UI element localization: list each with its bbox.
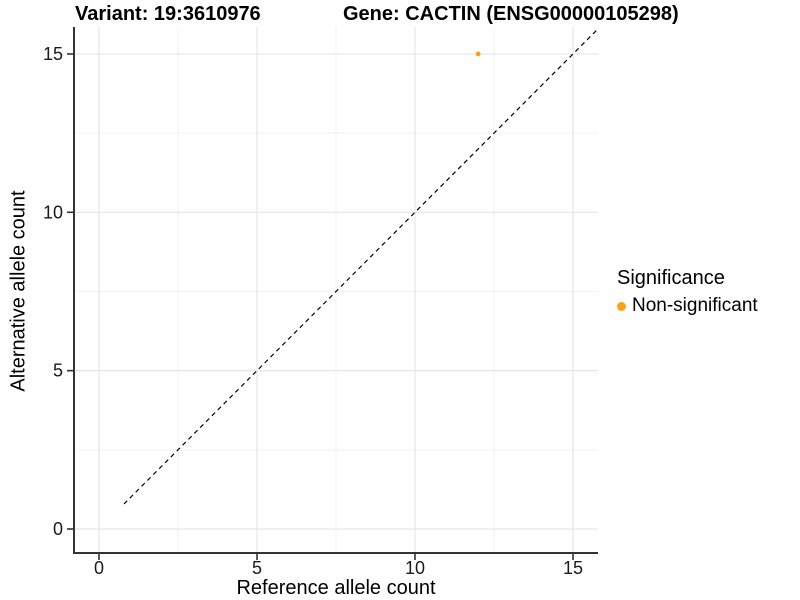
plot-title-gene: Gene: CACTIN (ENSG00000105298) <box>343 3 679 25</box>
legend: Significance Non-significant <box>617 267 758 317</box>
legend-entry: Non-significant <box>617 295 758 317</box>
x-tick-label: 15 <box>563 558 583 578</box>
x-axis-title: Reference allele count <box>236 577 436 599</box>
y-axis-title: Alternative allele count <box>7 190 30 392</box>
y-tick-label: 10 <box>43 202 63 222</box>
y-tick-label: 15 <box>43 44 63 64</box>
legend-point-icon <box>617 301 626 311</box>
x-tick-label: 5 <box>252 558 262 578</box>
x-tick-label: 10 <box>405 558 425 578</box>
y-tick-label: 5 <box>53 361 63 381</box>
data-point <box>475 51 481 57</box>
plot-title-variant: Variant: 19:3610976 <box>75 3 261 25</box>
y-tick-label: 0 <box>53 519 63 539</box>
x-tick-label: 0 <box>94 558 104 578</box>
legend-entry-label: Non-significant <box>632 295 758 316</box>
legend-title: Significance <box>617 267 725 289</box>
identity-dashed-line <box>123 28 599 505</box>
